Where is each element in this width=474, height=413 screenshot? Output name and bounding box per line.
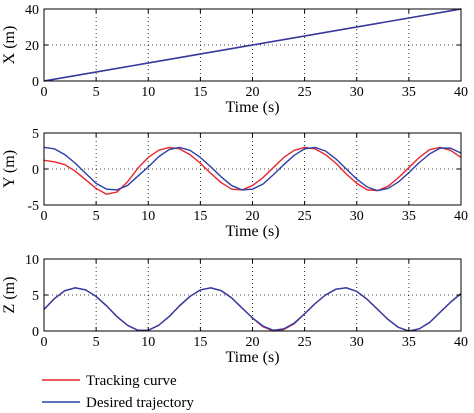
- x-tick-label: 35: [402, 85, 416, 100]
- x-tick-label: 0: [41, 335, 48, 350]
- x-tick-label: 15: [193, 335, 207, 350]
- x-tick-label: 20: [246, 335, 260, 350]
- legend-label-tracking-curve: Tracking curve: [86, 373, 177, 389]
- x-tick-label: 40: [454, 85, 468, 100]
- x-tick-label: 35: [402, 335, 416, 350]
- x-tick-label: 10: [141, 85, 155, 100]
- series-desired-trajectory: [43, 146, 462, 192]
- series-desired-trajectory: [43, 8, 462, 82]
- x-axis-title: Time (s): [225, 223, 279, 240]
- y-tick-label: 20: [25, 39, 39, 54]
- y-tick-label: -5: [27, 199, 39, 214]
- x-tick-label: 25: [298, 209, 312, 224]
- x-tick-label: 15: [193, 85, 207, 100]
- y-axis-title: Z (m): [1, 277, 18, 314]
- y-tick-label: 0: [32, 325, 39, 340]
- y-tick-label: 0: [32, 163, 39, 178]
- y-tick-label: 10: [25, 253, 39, 268]
- x-tick-label: 25: [298, 335, 312, 350]
- x-tick-label: 20: [246, 85, 260, 100]
- x-tick-label: 0: [41, 85, 48, 100]
- y-axis-title: X (m): [1, 26, 18, 65]
- y-tick-label: 5: [32, 289, 39, 304]
- x-tick-label: 35: [402, 209, 416, 224]
- subplots: 0 5 10 15 20 25 30 35 40 0 20 40 Time (s) X (m) 0 5 10 15…: [1, 3, 468, 366]
- x-tick-label: 0: [41, 209, 48, 224]
- x-tick-label: 20: [246, 209, 260, 224]
- x-tick-label: 5: [93, 85, 100, 100]
- x-tick-label: 30: [350, 209, 364, 224]
- x-tick-label: 30: [350, 85, 364, 100]
- legend-label-desired-trajectory: Desired trajectory: [86, 395, 194, 411]
- x-axis-title: Time (s): [225, 349, 279, 366]
- legend: Tracking curve Desired trajectory: [42, 373, 194, 411]
- subplot-3: 0 5 10 15 20 25 30 35 40 0 5 10 Time (s) Z (m): [1, 253, 468, 366]
- x-tick-label: 10: [141, 209, 155, 224]
- x-tick-label: 40: [454, 209, 468, 224]
- y-tick-label: 5: [32, 127, 39, 142]
- subplot-1: 0 5 10 15 20 25 30 35 40 0 20 40 Time (s) X (m): [1, 3, 468, 116]
- series-desired-trajectory: [43, 287, 462, 332]
- y-axis-title: Y (m): [1, 150, 18, 188]
- x-tick-label: 5: [93, 335, 100, 350]
- x-tick-label: 30: [350, 335, 364, 350]
- x-tick-label: 40: [454, 335, 468, 350]
- y-tick-label: 0: [32, 75, 39, 90]
- y-tick-label: 40: [25, 3, 39, 18]
- series-tracking-curve: [43, 146, 462, 195]
- x-axis-title: Time (s): [225, 99, 279, 116]
- x-tick-label: 10: [141, 335, 155, 350]
- x-tick-label: 5: [93, 209, 100, 224]
- x-tick-label: 15: [193, 209, 207, 224]
- x-tick-label: 25: [298, 85, 312, 100]
